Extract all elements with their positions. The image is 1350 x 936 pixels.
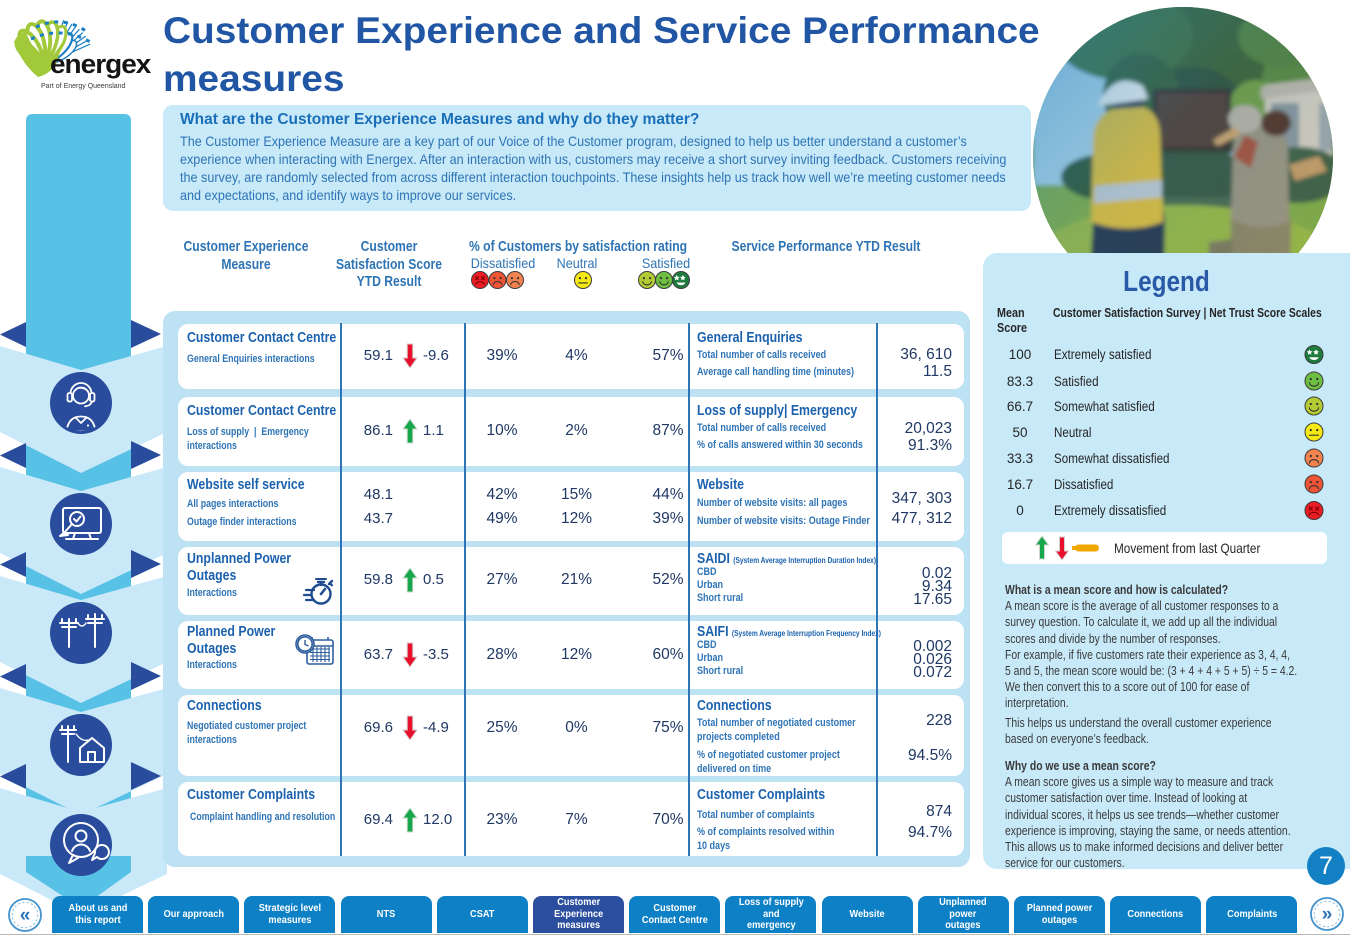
svg-text:«: « (20, 905, 31, 926)
svg-text:»: » (1322, 904, 1333, 925)
svg-text:Part of Energy Queensland: Part of Energy Queensland (41, 83, 126, 90)
svg-text:energex: energex (50, 49, 152, 79)
